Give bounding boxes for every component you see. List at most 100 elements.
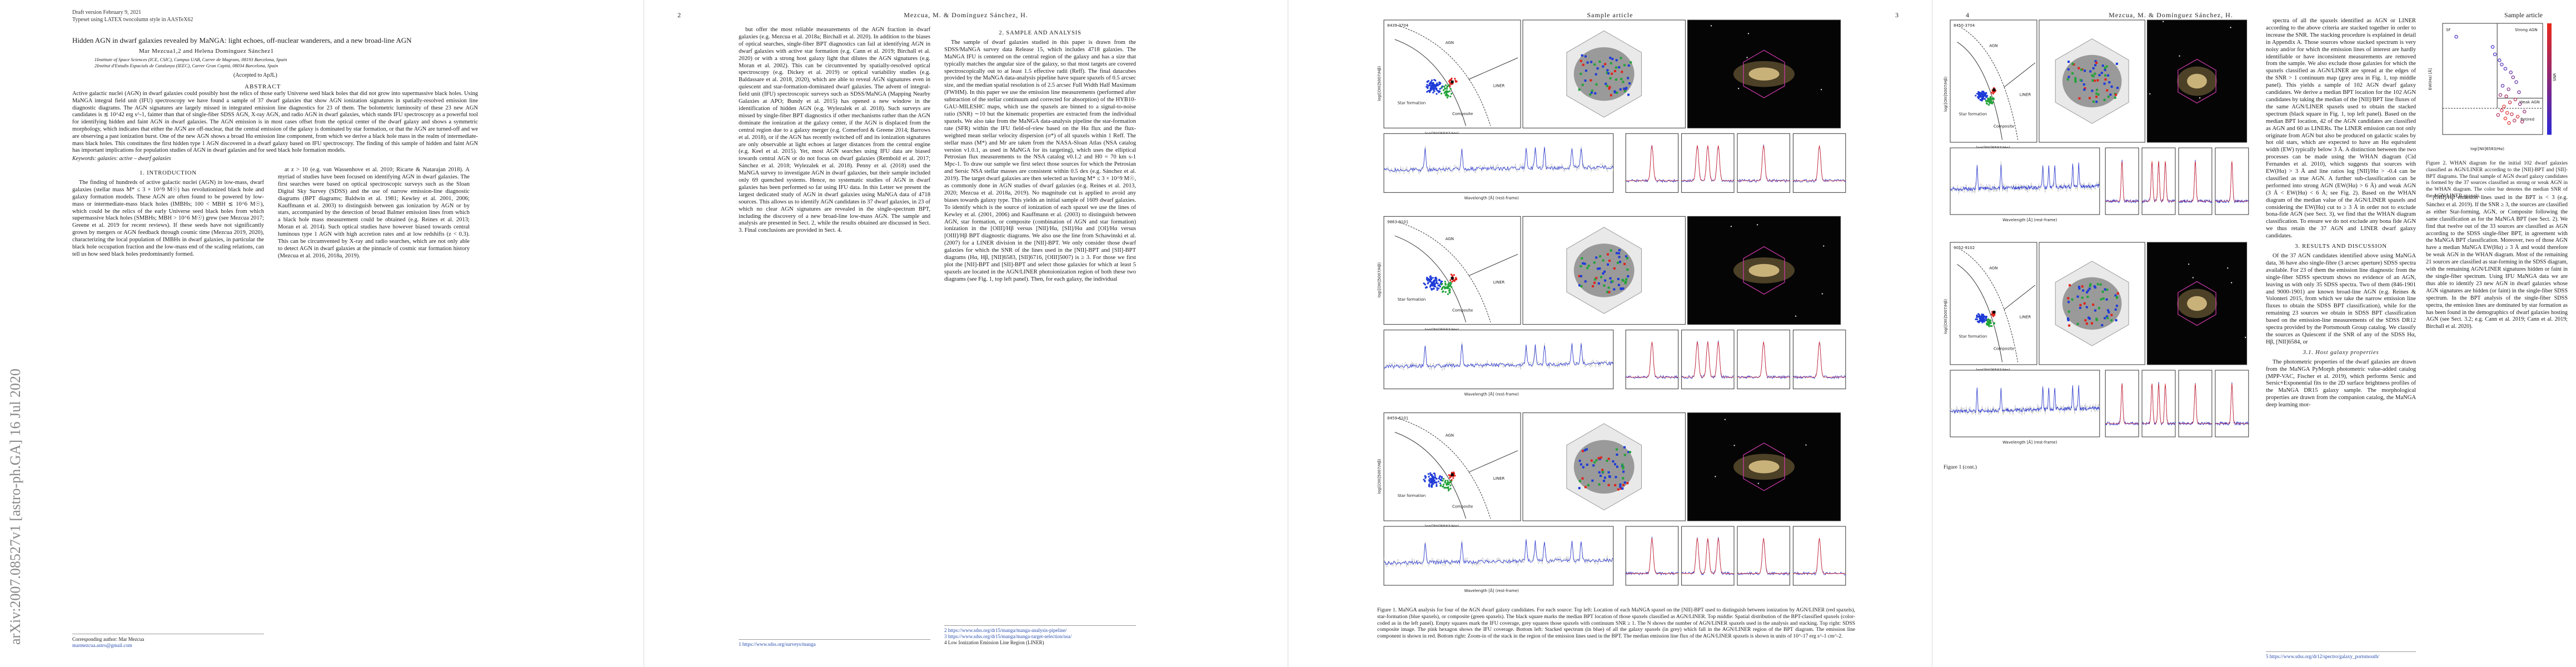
- map-spaxel: [2107, 311, 2110, 313]
- map-spaxel: [2092, 67, 2095, 69]
- agn-spaxel: [1454, 78, 1456, 80]
- map-spaxel: [1598, 483, 1601, 486]
- map-spaxel: [2116, 296, 2119, 298]
- composite-spaxel: [1988, 323, 1990, 326]
- whan-point: [2503, 116, 2508, 121]
- zoom-frame: [1792, 526, 1846, 586]
- map-spaxel: [1578, 460, 1581, 462]
- map-spaxel: [1618, 252, 1621, 255]
- star-point: [1710, 25, 1712, 27]
- median-bpt-marker: [1992, 311, 1996, 314]
- bpt-ylabel: log([OIII]5007/Hβ): [1377, 66, 1382, 101]
- zoom-frame: [1737, 526, 1790, 586]
- map-spaxel: [1582, 262, 1585, 265]
- map-spaxel: [1603, 270, 1606, 273]
- whan-retired-label: Retired: [2520, 117, 2534, 122]
- sf-spaxel: [1439, 90, 1441, 93]
- whan-frame: [2442, 23, 2543, 135]
- map-spaxel: [1580, 265, 1582, 268]
- map-spaxel: [1595, 73, 1597, 76]
- map-spaxel: [1615, 66, 1617, 69]
- sf-spaxel: [1431, 79, 1433, 82]
- map-spaxel: [2097, 93, 2100, 96]
- agn-spaxel: [1449, 79, 1451, 81]
- bpt-frame: [1383, 19, 1521, 128]
- sf-spaxel: [1429, 284, 1432, 287]
- map-spaxel: [1619, 485, 1622, 488]
- sf-spaxel: [1426, 91, 1428, 93]
- map-spaxel: [2089, 97, 2091, 99]
- map-spaxel: [2096, 283, 2099, 286]
- sf-spaxel: [1436, 280, 1438, 282]
- author-email[interactable]: marmezcua.astro@gmail.com: [72, 643, 132, 648]
- zoom-fit: [2105, 161, 2139, 202]
- bpt-frame: [1383, 412, 1521, 521]
- sf-spaxel: [1431, 281, 1433, 283]
- map-spaxel: [1622, 484, 1625, 486]
- composite-spaxel: [1446, 486, 1448, 489]
- sf-spaxel: [1436, 482, 1438, 484]
- liner-line: [1468, 450, 1518, 473]
- footnote-5[interactable]: 5 https://www.sdss.org/dr12/spectro/gala…: [2266, 654, 2379, 659]
- map-spaxel: [1622, 81, 1625, 83]
- stack-spectrum-line: [1383, 343, 1614, 369]
- sf-spaxel: [1431, 83, 1434, 85]
- sf-spaxel: [1984, 98, 1986, 100]
- map-spaxel: [1584, 280, 1587, 283]
- affiliations: 1Institute of Space Sciences (ICE, CSIC)…: [94, 57, 484, 69]
- sf-spaxel: [1981, 95, 1983, 97]
- map-spaxel: [1622, 470, 1625, 473]
- running-header: 4 Mezcua, M. & Domínguez Sánchez, H. Sam…: [1966, 11, 2543, 21]
- map-spaxel: [1582, 63, 1585, 66]
- footnote-1[interactable]: 1 https://www.sdss.org/surveys/manga: [739, 641, 816, 647]
- map-spaxel: [1608, 86, 1611, 88]
- map-spaxel: [1623, 262, 1626, 265]
- map-spaxel: [1615, 476, 1617, 479]
- map-spaxel: [1620, 287, 1622, 290]
- sf-spaxel: [1430, 481, 1432, 483]
- map-spaxel: [2100, 298, 2102, 301]
- map-spaxel: [1593, 281, 1596, 284]
- star-point: [1820, 88, 1822, 91]
- bpt-ylabel: log([OIII]5007/Hβ): [1377, 262, 1382, 297]
- page-1: arXiv:2007.08527v1 [astro-ph.GA] 16 Jul …: [0, 0, 644, 667]
- map-spaxel: [2085, 322, 2088, 325]
- zoom-fit: [2179, 383, 2212, 424]
- galaxy-core: [1748, 263, 1780, 277]
- spaxel-spectra: [1950, 385, 2100, 416]
- map-spaxel: [2114, 96, 2116, 99]
- sf-spaxel: [1439, 280, 1441, 282]
- footnote-2[interactable]: 2 https://www.sdss.org/dr15/manga/manga-…: [944, 628, 1067, 633]
- composite-spaxel: [1993, 322, 1995, 325]
- zoom-fit: [1793, 145, 1846, 181]
- agn-spaxel: [1453, 471, 1455, 474]
- map-spaxel: [1614, 91, 1617, 94]
- sf-spaxel: [1437, 287, 1439, 290]
- composite-spaxel: [1444, 88, 1446, 90]
- zoom-frame: [1681, 133, 1735, 193]
- map-spaxel: [1580, 285, 1583, 287]
- composite-spaxel: [1444, 84, 1447, 86]
- emission-line-zoom: [2178, 370, 2213, 437]
- map-spaxel: [2101, 324, 2104, 327]
- composite-spaxel: [1444, 282, 1447, 285]
- kauffmann-line: [1394, 432, 1467, 519]
- map-spaxel: [2114, 93, 2117, 96]
- figure-1-panels: 8439-3704 AGN LINER Composite Star formation…: [1377, 17, 1855, 606]
- abstract-text: Active galactic nuclei (AGN) in dwarf ga…: [72, 91, 478, 154]
- composite-spaxel: [1447, 286, 1449, 288]
- star-point: [1756, 224, 1758, 226]
- colorbar-segment: [2547, 107, 2552, 113]
- composite-spaxel: [1447, 480, 1449, 482]
- footnote-3[interactable]: 3 https://www.sdss.org/dr15/manga/manga-…: [944, 634, 1072, 639]
- sf-spaxel: [1428, 483, 1431, 485]
- emission-line-zoom: [1792, 526, 1846, 586]
- zoom-fit: [2142, 383, 2176, 424]
- composite-spaxel: [1443, 86, 1446, 88]
- agn-spaxel: [1993, 87, 1995, 89]
- star-point: [2179, 55, 2180, 57]
- sf-spaxel: [1976, 318, 1979, 321]
- median-bpt-marker: [1451, 277, 1454, 280]
- star-point: [1795, 315, 1797, 317]
- sf-spaxel: [1980, 317, 1982, 320]
